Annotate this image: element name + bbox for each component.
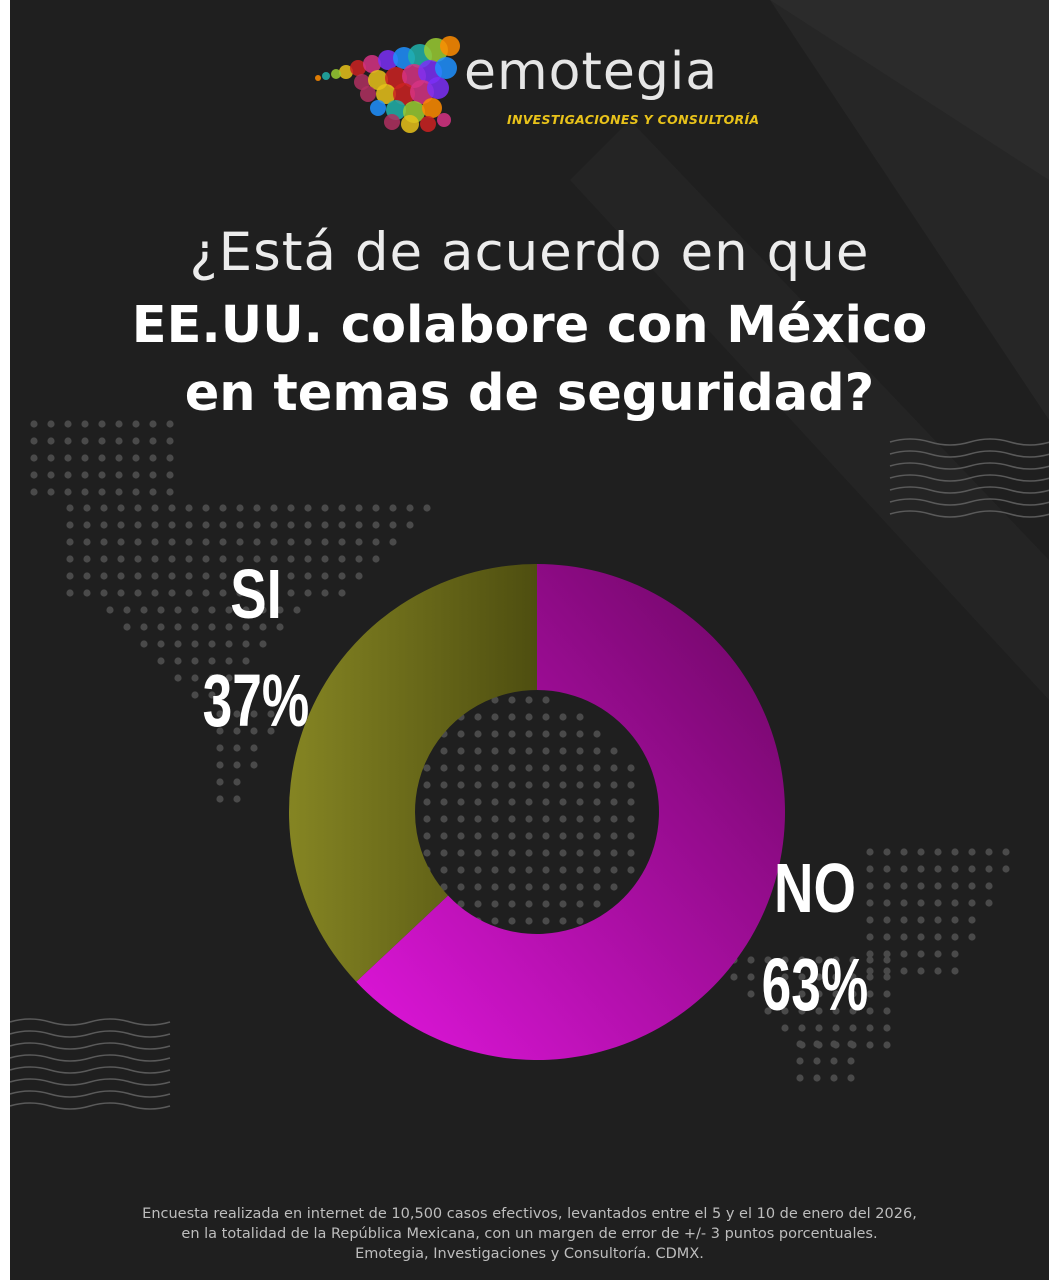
question-line-3: en temas de seguridad? (184, 364, 875, 423)
map-dots-logo-icon (315, 36, 460, 133)
brand-logo: emotegia INVESTIGACIONES Y CONSULTORÍA (306, 28, 776, 138)
map-dot-background (10, 0, 1049, 1280)
donut-slice-si (288, 564, 537, 982)
brand-tagline: INVESTIGACIONES Y CONSULTORÍA (507, 112, 760, 127)
brand-name: emotegia (464, 42, 719, 102)
footnote-line-2: en la totalidad de la República Mexicana… (181, 1226, 878, 1242)
label-no-name: NO (774, 850, 856, 928)
footnote-line-1: Encuesta realizada en internet de 10,500… (142, 1206, 917, 1222)
donut-chart: NO 63% SI 37% (203, 556, 869, 1060)
label-si-name: SI (230, 556, 282, 634)
label-si-value: 37% (203, 659, 310, 742)
question-line-2: EE.UU. colabore con México (131, 296, 928, 355)
infographic-canvas: emotegia INVESTIGACIONES Y CONSULTORÍA ¿… (10, 0, 1049, 1280)
donut-slice-no (356, 564, 785, 1060)
question-line-1: ¿Está de acuerdo en que (189, 222, 870, 283)
label-no-value: 63% (762, 943, 869, 1026)
footnote-line-3: Emotegia, Investigaciones y Consultoría.… (355, 1246, 704, 1262)
survey-footnote: Encuesta realizada en internet de 10,500… (10, 1204, 1049, 1264)
